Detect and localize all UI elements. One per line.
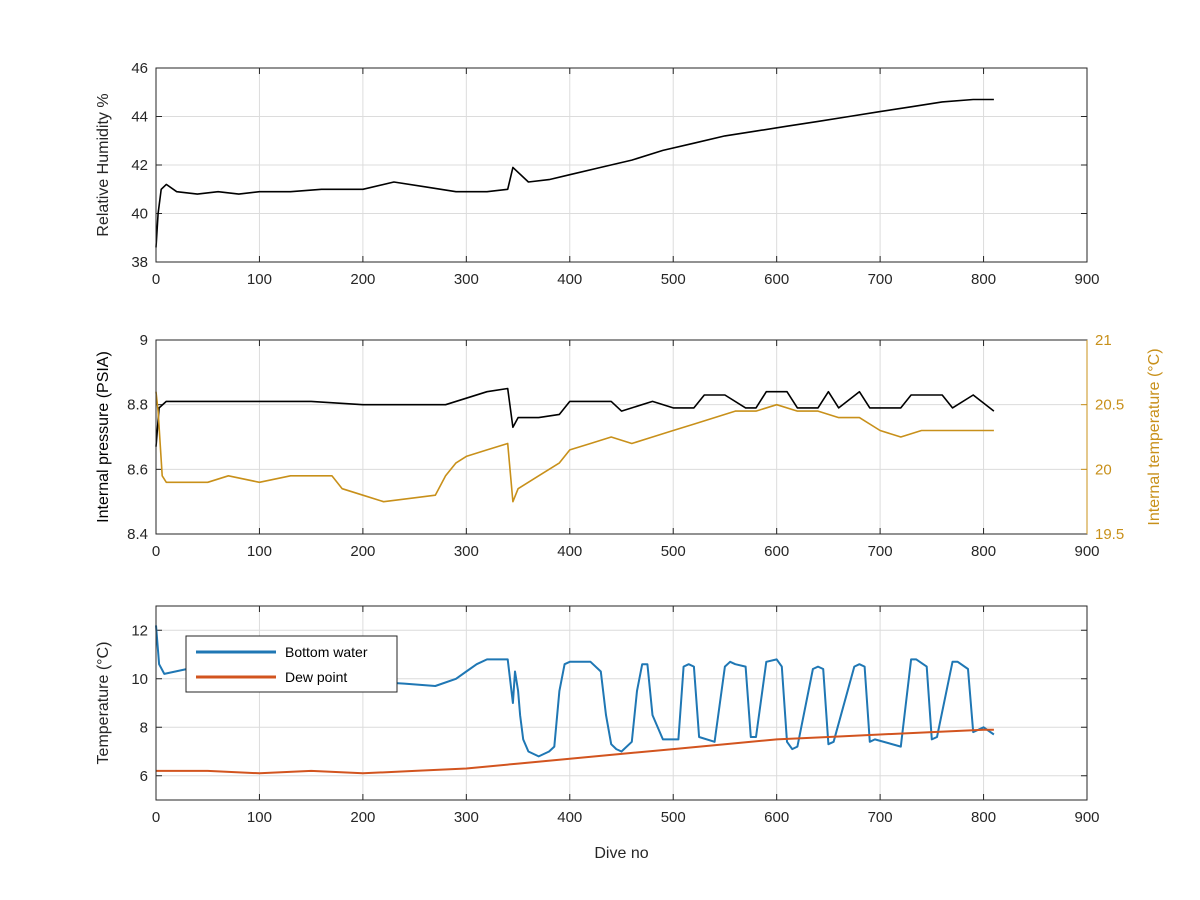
pressure-ylabel: Internal pressure (PSIA) xyxy=(95,351,112,523)
legend-box xyxy=(185,635,398,693)
temperature-ylabel: Temperature (°C) xyxy=(95,642,112,765)
x-tick-label: 400 xyxy=(557,543,582,560)
bottom-water-line xyxy=(155,625,995,758)
x-tick-label: 0 xyxy=(152,809,160,826)
humidity-tick-labels: 0 100 200 300 400 500 600 700 800 900 38 40 42 44 46 xyxy=(131,60,1099,288)
y-tick-label: 8.6 xyxy=(127,461,148,478)
temperature-right-tick-labels: 19.5 20 20.5 21 xyxy=(1081,332,1124,543)
y-tick-label: 44 xyxy=(131,109,148,126)
x-tick-label: 700 xyxy=(868,543,893,560)
humidity-series xyxy=(155,98,994,248)
x-tick-label: 300 xyxy=(454,271,479,288)
x-tick-label: 0 xyxy=(152,271,160,288)
x-tick-label: 200 xyxy=(350,543,375,560)
x-tick-label: 700 xyxy=(868,809,893,826)
x-tick-label: 800 xyxy=(971,809,996,826)
pressure-grid xyxy=(155,339,1088,535)
y2-tick-label: 20 xyxy=(1095,461,1112,478)
x-tick-label: 100 xyxy=(247,809,272,826)
x-tick-label: 600 xyxy=(764,271,789,288)
internal-temperature-ylabel: Internal temperature (°C) xyxy=(1146,348,1163,525)
x-tick-label: 100 xyxy=(247,271,272,288)
x-tick-label: 500 xyxy=(661,543,686,560)
y2-tick-label: 20.5 xyxy=(1095,397,1124,414)
temperature-axes-frame xyxy=(155,605,1088,801)
temperature-series xyxy=(155,625,995,775)
x-tick-label: 100 xyxy=(247,543,272,560)
y-tick-label: 12 xyxy=(131,622,148,639)
pressure-axes-frame xyxy=(155,339,1088,535)
y-tick-label: 40 xyxy=(131,206,148,223)
x-tick-label: 600 xyxy=(764,543,789,560)
humidity-ylabel: Relative Humidity % xyxy=(95,93,112,236)
y2-tick-label: 21 xyxy=(1095,332,1112,349)
temperature-plot: 0 100 200 300 400 500 600 700 800 900 6 8 10 12 Tempe… xyxy=(95,605,1100,862)
x-tick-label: 900 xyxy=(1074,809,1099,826)
humidity-plot: 0 100 200 300 400 500 600 700 800 900 38 40 42 44 46 R… xyxy=(95,60,1100,288)
x-tick-label: 300 xyxy=(454,543,479,560)
y-tick-label: 38 xyxy=(131,254,148,271)
humidity-0-line xyxy=(155,98,994,248)
x-tick-label: 800 xyxy=(971,271,996,288)
x-tick-label: 400 xyxy=(557,271,582,288)
legend-label-dew-point: Dew point xyxy=(285,669,347,685)
x-tick-label: 700 xyxy=(868,271,893,288)
x-tick-label: 600 xyxy=(764,809,789,826)
x-tick-label: 200 xyxy=(350,809,375,826)
y2-tick-label: 19.5 xyxy=(1095,526,1124,543)
x-tick-label: 900 xyxy=(1074,543,1099,560)
humidity-grid xyxy=(155,67,1088,263)
x-tick-label: 900 xyxy=(1074,271,1099,288)
x-tick-label: 400 xyxy=(557,809,582,826)
y-tick-label: 8.4 xyxy=(127,526,148,543)
temperature-tick-labels: 0 100 200 300 400 500 600 700 800 900 6 8 10 12 xyxy=(131,606,1100,826)
dew-point-line xyxy=(156,728,994,775)
x-tick-label: 800 xyxy=(971,543,996,560)
pressure-temperature-plot: 0 100 200 300 400 500 600 700 800 900 8.4 8.6 8.8 9 1… xyxy=(95,332,1163,560)
y-tick-label: 10 xyxy=(131,671,148,688)
x-tick-label: 500 xyxy=(661,271,686,288)
y-tick-label: 42 xyxy=(131,157,148,174)
y-tick-label: 9 xyxy=(140,332,148,349)
y-tick-label: 8 xyxy=(140,719,148,736)
pressure-tick-labels: 0 100 200 300 400 500 600 700 800 900 8.4 8.6 8.8 9 xyxy=(127,332,1099,560)
y-tick-label: 46 xyxy=(131,60,148,77)
y-tick-label: 8.8 xyxy=(127,397,148,414)
dive-no-xlabel: Dive no xyxy=(594,845,648,862)
temperature-legend: Bottom water Dew point xyxy=(185,635,398,693)
legend-label-bottom-water: Bottom water xyxy=(285,644,368,660)
y-tick-label: 6 xyxy=(140,768,148,785)
x-tick-label: 500 xyxy=(661,809,686,826)
pressure-temperature-1-line xyxy=(155,391,994,503)
x-tick-label: 0 xyxy=(152,543,160,560)
humidity-axes-frame xyxy=(155,67,1088,263)
x-tick-label: 300 xyxy=(454,809,479,826)
pressure-temperature-0-line xyxy=(155,387,995,447)
pressure-temperature-series xyxy=(155,387,995,503)
x-tick-label: 200 xyxy=(350,271,375,288)
